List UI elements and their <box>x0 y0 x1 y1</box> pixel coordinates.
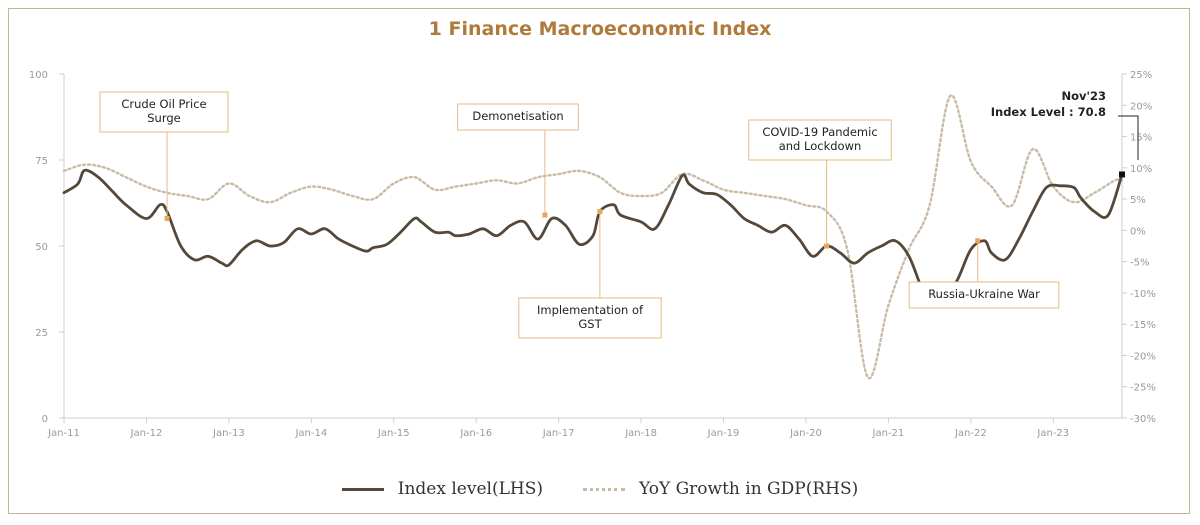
annotation-box <box>457 103 579 131</box>
y-left-tick-label: 75 <box>35 156 48 167</box>
legend-item-index: Index level(LHS) <box>341 479 543 499</box>
y-left-tick-label: 0 <box>42 414 48 425</box>
series-line-index <box>62 168 1124 300</box>
callout-marker <box>1119 171 1125 178</box>
x-tick-label: Jan-17 <box>542 428 575 439</box>
legend-label-gdp: YoY Growth in GDP(RHS) <box>638 479 859 499</box>
y-right-tick-label: 0% <box>1130 226 1146 237</box>
y-right-tick-label: 25% <box>1130 70 1152 81</box>
x-tick-label: Jan-16 <box>459 428 492 439</box>
y-left-tick-label: 25 <box>35 328 48 339</box>
y-left-tick-label: 50 <box>35 242 48 253</box>
legend-item-gdp: YoY Growth in GDP(RHS) <box>582 479 859 499</box>
annotation-marker <box>164 215 170 221</box>
annotation-marker <box>975 238 981 244</box>
axes: 0 25 50 75 100 -30% -25% -20% -15% -10% -5% 0% 5% 10%… <box>29 70 1156 439</box>
y-right-tick-label: -15% <box>1130 320 1156 331</box>
annotation-label: Surge <box>147 111 181 125</box>
y-right-tick-label: 20% <box>1130 101 1152 112</box>
x-tick-label: Jan-15 <box>377 428 410 439</box>
annotation-label: Demonetisation <box>472 109 563 123</box>
y-right-tick-label: 5% <box>1130 195 1146 206</box>
y-right-tick-label: 10% <box>1130 164 1152 175</box>
x-tick-label: Jan-11 <box>47 428 80 439</box>
x-tick-label: Jan-21 <box>872 428 905 439</box>
legend-label-index: Index level(LHS) <box>397 479 543 499</box>
x-tick-label: Jan-20 <box>789 428 822 439</box>
y-right-tick-label: -25% <box>1130 383 1156 394</box>
y-left-tick-label: 100 <box>29 70 48 81</box>
annotation-box <box>908 281 1060 309</box>
annotation-box <box>748 119 892 161</box>
annotation-marker <box>824 243 830 249</box>
annotation-marker <box>597 209 603 215</box>
chart-title: 1 Finance Macroeconomic Index <box>428 18 772 40</box>
y-right-tick-label: -5% <box>1130 258 1149 269</box>
annotation-box <box>99 91 229 133</box>
x-tick-label: Jan-18 <box>624 428 657 439</box>
legend: Index level(LHS) YoY Growth in GDP(RHS) <box>0 476 1200 502</box>
y-right-tick-label: 15% <box>1130 133 1152 144</box>
annotation-label: Russia-Ukraine War <box>928 287 1040 301</box>
series-line-gdp <box>62 94 1124 380</box>
annotation-label: Crude Oil Price <box>121 97 206 111</box>
annotation-label: COVID-19 Pandemic <box>762 125 877 139</box>
legend-swatch-dotted <box>582 487 625 491</box>
x-tick-label: Jan-23 <box>1036 428 1069 439</box>
y-right-tick-label: -10% <box>1130 289 1156 300</box>
callout-connector <box>1118 115 1139 160</box>
x-tick-label: Jan-22 <box>954 428 987 439</box>
legend-swatch-solid <box>341 487 384 491</box>
x-tick-label: Jan-19 <box>707 428 740 439</box>
callout-label: Index Level : 70.8 <box>991 105 1106 119</box>
annotation-box <box>518 297 662 339</box>
y-right-tick-label: -30% <box>1130 414 1156 425</box>
annotation-marker <box>542 212 548 218</box>
x-tick-label: Jan-12 <box>130 428 163 439</box>
callout-label: Nov'23 <box>1061 89 1106 103</box>
x-tick-label: Jan-14 <box>294 428 327 439</box>
annotation-label: and Lockdown <box>779 139 862 153</box>
y-right-tick-label: -20% <box>1130 351 1156 362</box>
annotation-label: Implementation of <box>537 303 644 317</box>
annotation-label: GST <box>578 317 602 331</box>
x-tick-label: Jan-13 <box>212 428 245 439</box>
